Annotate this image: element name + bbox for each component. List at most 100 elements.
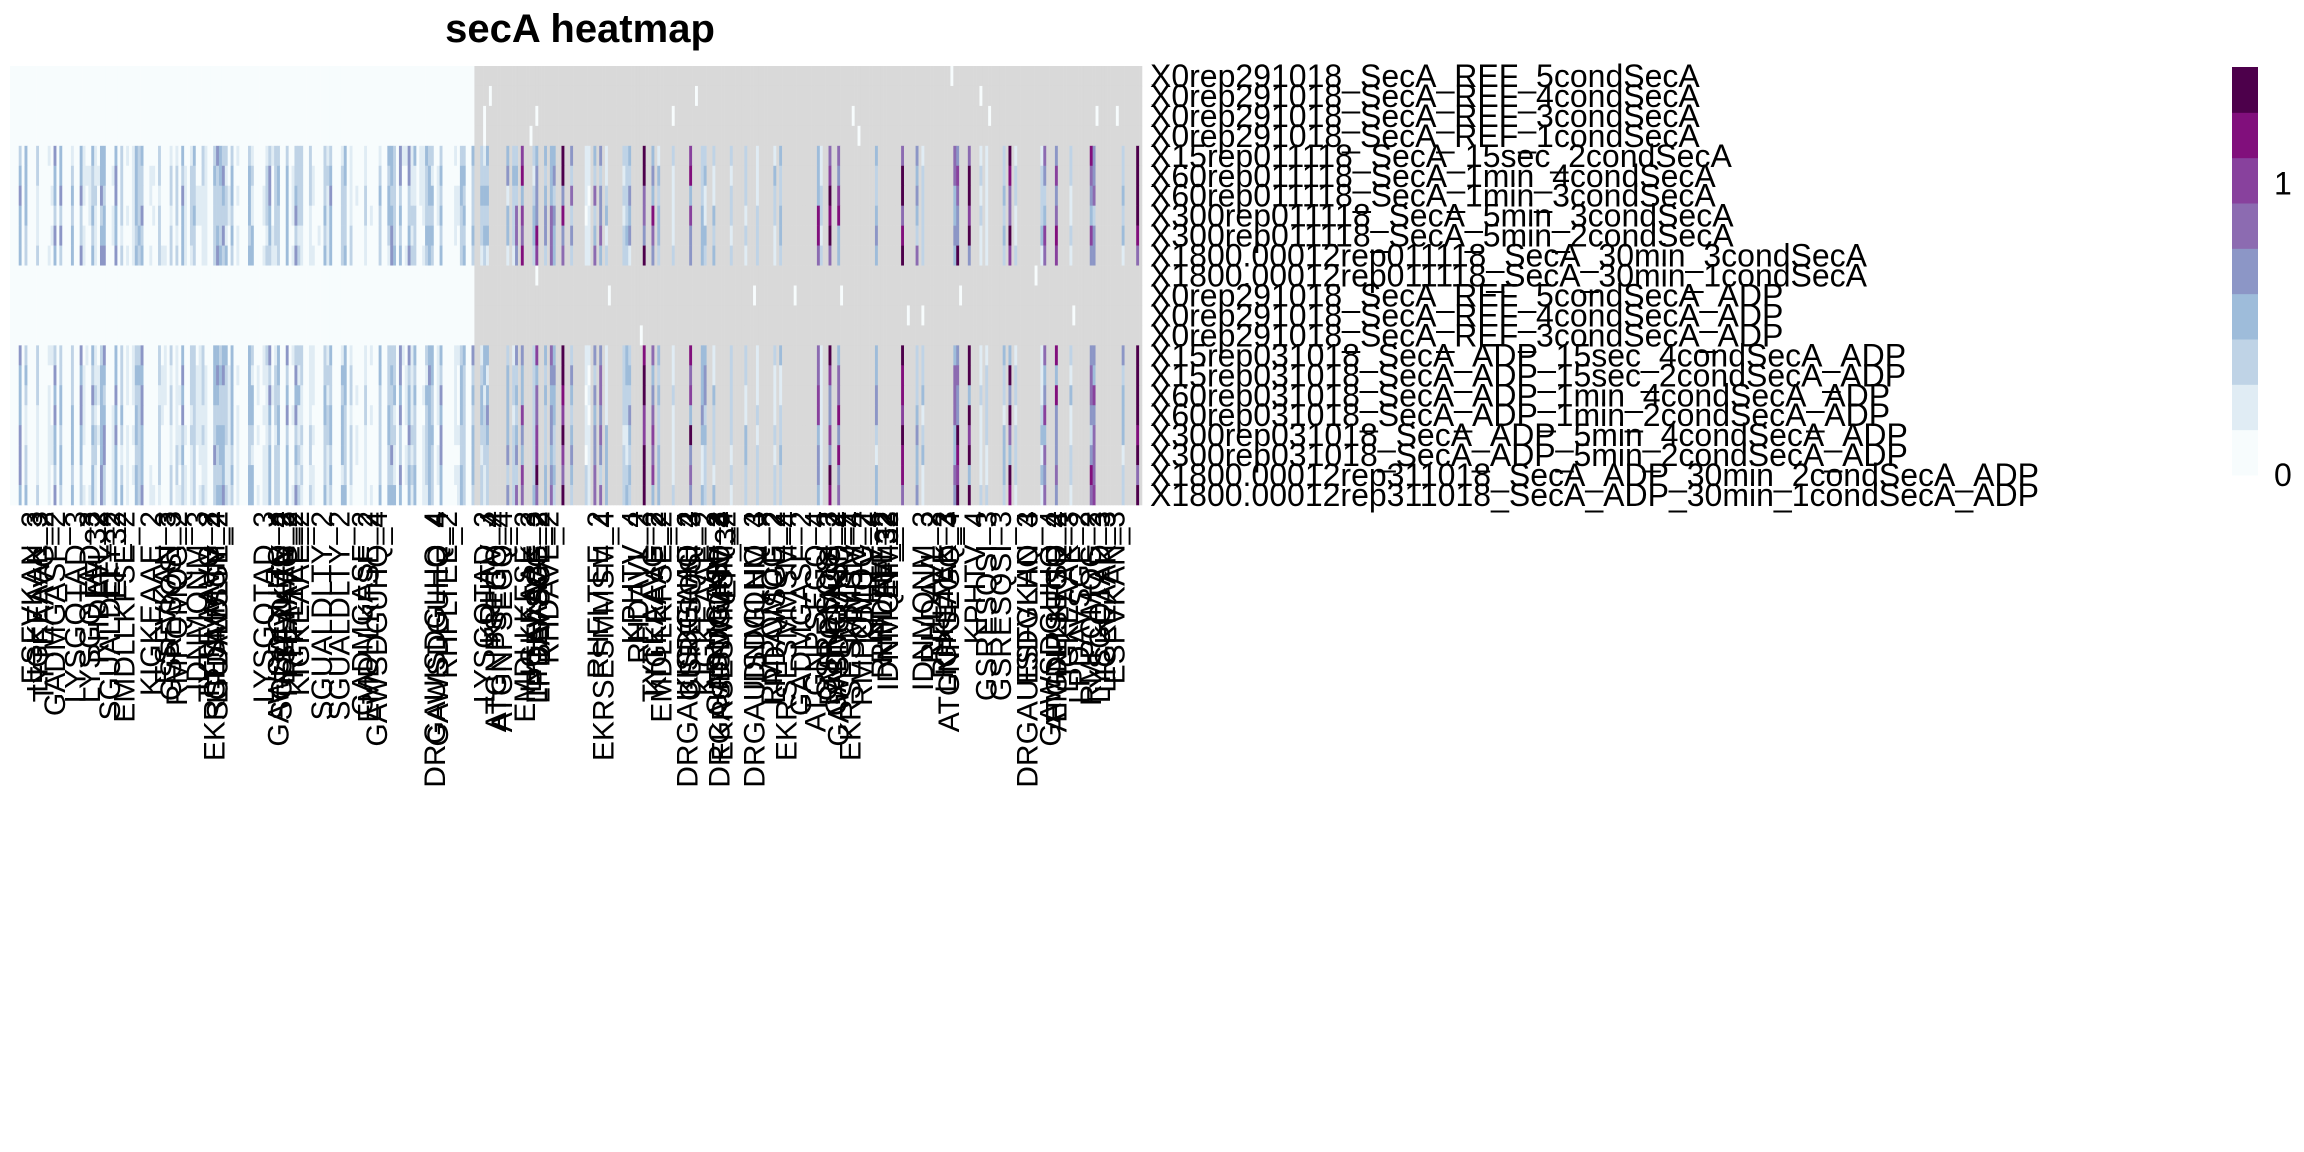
heatmap-cell <box>308 85 313 107</box>
heatmap-cell <box>712 265 716 286</box>
heatmap-cell <box>259 245 263 266</box>
heatmap-cell <box>70 285 75 306</box>
heatmap-cell <box>819 305 824 326</box>
heatmap-cell <box>816 245 821 266</box>
heatmap-cell <box>811 145 815 167</box>
heatmap-cell <box>178 205 182 226</box>
heatmap-cell <box>741 225 745 246</box>
heatmap-cell <box>343 245 347 266</box>
heatmap-cell <box>1011 145 1015 167</box>
heatmap-cell <box>1020 205 1024 226</box>
heatmap-cell <box>97 265 101 286</box>
heatmap-cell <box>999 105 1003 127</box>
heatmap-cell <box>538 85 542 107</box>
heatmap-cell <box>970 66 974 87</box>
heatmap-cell <box>1066 125 1070 147</box>
heatmap-cell <box>204 125 208 147</box>
heatmap-cell <box>848 245 853 266</box>
heatmap-cell <box>169 85 173 107</box>
heatmap-cell <box>996 245 1001 266</box>
heatmap-cell <box>822 245 826 266</box>
heatmap-cell <box>625 265 629 286</box>
heatmap-cell <box>726 66 731 87</box>
heatmap-cell <box>697 305 702 326</box>
heatmap-cell <box>1139 85 1143 107</box>
heatmap-cell <box>15 145 20 167</box>
heatmap-cell <box>340 85 345 107</box>
heatmap-cell <box>494 225 498 246</box>
heatmap-cell <box>674 105 678 127</box>
heatmap-cell <box>137 245 141 266</box>
heatmap-cell <box>47 165 51 187</box>
heatmap-cell <box>195 165 199 187</box>
heatmap-cell <box>639 66 644 87</box>
heatmap-cell <box>506 205 510 226</box>
heatmap-cell <box>1124 85 1128 107</box>
heatmap-cell <box>668 205 673 226</box>
heatmap-cell <box>158 285 162 306</box>
heatmap-cell <box>782 145 786 167</box>
heatmap-cell <box>555 165 559 187</box>
heatmap-cell <box>62 125 66 147</box>
heatmap-cell <box>271 125 275 147</box>
heatmap-cell <box>172 85 176 107</box>
heatmap-cell <box>454 145 458 167</box>
heatmap-cell <box>950 245 954 266</box>
heatmap-cell <box>352 85 356 107</box>
heatmap-cell <box>390 66 394 87</box>
heatmap-cell <box>564 85 568 107</box>
heatmap-cell <box>523 305 527 326</box>
heatmap-cell <box>24 125 28 147</box>
heatmap-cell <box>459 245 464 266</box>
heatmap-cell <box>213 305 217 326</box>
heatmap-cell <box>422 105 426 127</box>
heatmap-cell <box>1083 66 1088 87</box>
heatmap-cell <box>985 285 989 306</box>
heatmap-cell <box>991 165 995 187</box>
heatmap-cell <box>782 85 786 107</box>
heatmap-cell <box>683 265 687 286</box>
heatmap-cell <box>973 205 977 226</box>
heatmap-cell <box>401 125 406 147</box>
heatmap-cell <box>1028 105 1032 127</box>
heatmap-cell <box>692 125 696 147</box>
heatmap-cell <box>396 285 400 306</box>
heatmap-cell <box>114 265 118 286</box>
heatmap-cell <box>996 145 1001 167</box>
heatmap-cell <box>448 285 452 306</box>
heatmap-cell <box>1020 165 1024 187</box>
heatmap-cell <box>770 285 774 306</box>
heatmap-cell <box>848 265 853 286</box>
heatmap-cell <box>663 185 667 206</box>
heatmap-cell <box>291 66 295 87</box>
heatmap-cell <box>1034 265 1038 286</box>
heatmap-cell <box>715 125 719 147</box>
heatmap-cell <box>152 85 156 107</box>
heatmap-cell <box>906 105 911 127</box>
heatmap-cell <box>1101 125 1105 147</box>
heatmap-cell <box>248 145 252 167</box>
heatmap-cell <box>1014 225 1018 246</box>
heatmap-cell <box>375 225 379 246</box>
heatmap-cell <box>895 125 899 147</box>
heatmap-cell <box>651 145 655 167</box>
heatmap-cell <box>732 245 736 266</box>
heatmap-cell <box>506 245 510 266</box>
heatmap-cell <box>245 105 249 127</box>
heatmap-cell <box>41 205 46 226</box>
heatmap-cell <box>517 66 522 87</box>
heatmap-cell <box>668 265 673 286</box>
heatmap-cell <box>1005 185 1009 206</box>
heatmap-cell <box>297 85 301 107</box>
heatmap-cell <box>401 205 406 226</box>
heatmap-cell <box>294 305 298 326</box>
heatmap-cell <box>320 285 324 306</box>
heatmap-cell <box>259 85 263 107</box>
heatmap-cell <box>903 265 908 286</box>
heatmap-cell <box>715 265 719 286</box>
heatmap-cell <box>927 85 931 107</box>
heatmap-cell <box>634 245 638 266</box>
heatmap-cell <box>863 66 867 87</box>
heatmap-cell <box>459 185 464 206</box>
heatmap-cell <box>1017 245 1021 266</box>
